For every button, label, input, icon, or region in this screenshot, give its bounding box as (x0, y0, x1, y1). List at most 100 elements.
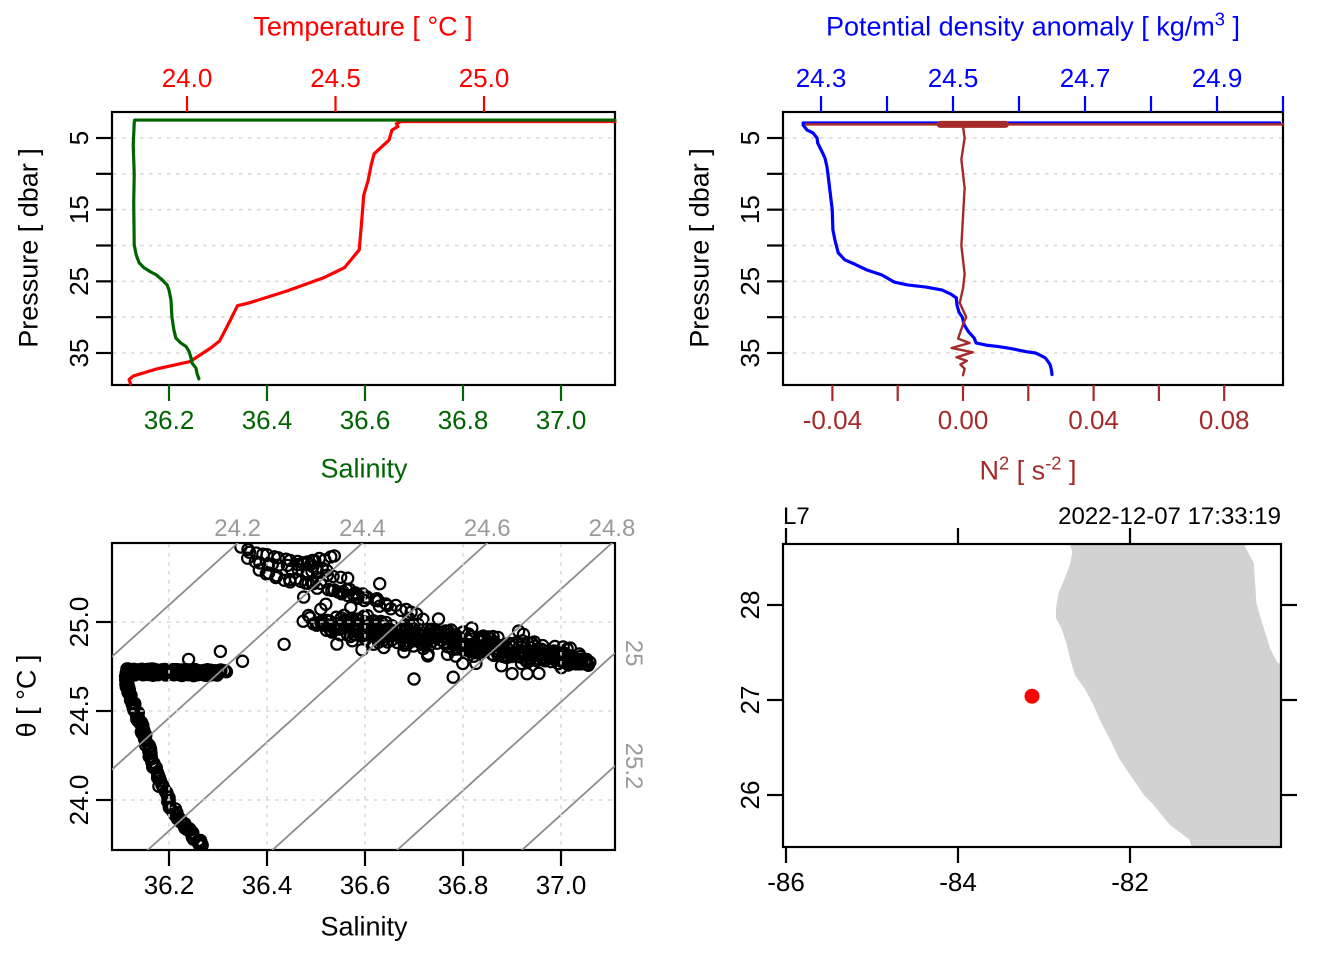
ts-point (385, 623, 399, 638)
ts-point (516, 627, 531, 642)
ts-point (336, 585, 350, 599)
ts-point (270, 569, 284, 583)
ts-point (327, 549, 341, 563)
bottom-tick-label: 37.0 (536, 870, 587, 900)
ts-point (407, 672, 421, 686)
ts-point (380, 598, 394, 613)
isopycnal-lines (112, 543, 615, 850)
ts-point (398, 618, 412, 632)
ts-point (446, 670, 460, 684)
pressure-axis-title-right-panel: Pressure [ dbar ] (684, 148, 715, 348)
left-tick-label: 15 (735, 195, 765, 224)
top-tick-label: 24.5 (310, 63, 361, 93)
isopycnal-25 (395, 652, 615, 850)
ts-point (235, 654, 250, 668)
ts-point (485, 636, 499, 650)
ts-point (344, 614, 358, 628)
pressure-axis-title-left-panel: Pressure [ dbar ] (13, 148, 44, 348)
map-timestamp-label: 2022-12-07 17:33:19 (1058, 503, 1281, 530)
bottom-tick-label: 37.0 (536, 405, 587, 435)
bottom-tick-label: 36.8 (438, 405, 489, 435)
map-station-label: L7 (783, 503, 810, 530)
ts-point (309, 561, 323, 576)
left-tick-label: 5 (64, 131, 94, 145)
ts-point (299, 576, 313, 590)
left-tick-label: 5 (735, 131, 765, 145)
left-tick-label: 35 (64, 339, 94, 368)
ts-point (532, 666, 546, 681)
bottom-tick-label: 36.4 (242, 870, 293, 900)
ts-point (444, 623, 458, 637)
series-salinity (131, 118, 617, 381)
latitude-tick-label: 28 (735, 591, 765, 620)
map-area (1024, 544, 1281, 847)
ts-point (213, 644, 228, 659)
ts-point (579, 652, 594, 667)
bottom-tick-label: 36.2 (144, 405, 195, 435)
top-tick-label: 25.0 (459, 63, 510, 93)
ts-point (195, 838, 209, 850)
ts-point (326, 569, 340, 584)
latitude-tick-label: 26 (735, 781, 765, 810)
ts-point (373, 577, 387, 591)
ts-point (421, 647, 435, 661)
ts-point (449, 649, 463, 663)
ts-point (181, 652, 196, 667)
bottom-tick-label: 0.00 (938, 405, 989, 435)
bottom-tick-label: 0.08 (1199, 405, 1250, 435)
ts-point (344, 600, 358, 615)
isopycnal-24.6 (146, 543, 489, 850)
isopycnal-top-label: 24.4 (339, 515, 386, 542)
ts-point (277, 637, 291, 652)
panel-station-map: -86 -84 -82 26 27 28 (735, 528, 1297, 897)
left-tick-label: 25.0 (64, 597, 94, 648)
ts-point (465, 621, 479, 635)
ts-point (505, 649, 519, 664)
panel-ts-diagram: 24.2 24.4 24.6 24.8 25 25.2 36.2 36.4 36.6 36.8 37… (64, 515, 647, 900)
ts-point (341, 571, 355, 585)
plot-box (781, 110, 1285, 387)
ts-point (357, 609, 371, 623)
ts-point (385, 619, 399, 633)
ts-point (494, 659, 509, 673)
isopycnal-24.8 (271, 543, 614, 850)
ts-point (579, 657, 594, 672)
ts-scatter (118, 543, 597, 850)
ts-point (297, 590, 311, 604)
bottom-tick-label: 36.6 (340, 405, 391, 435)
n2-axis-title: N2 [ s-2 ] (979, 452, 1077, 486)
station-marker (1024, 688, 1040, 704)
ts-point (333, 628, 347, 642)
left-tick-label: 24.0 (64, 775, 94, 826)
bottom-tick-label: 0.04 (1068, 405, 1119, 435)
top-tick-label: 24.5 (928, 63, 979, 93)
ts-point (397, 638, 412, 652)
bottom-tick-label: 36.8 (438, 870, 489, 900)
ts-point (467, 649, 481, 663)
left-tick-label: 25 (735, 267, 765, 296)
ts-point (411, 617, 425, 632)
longitude-tick-label: -82 (1111, 867, 1149, 897)
ts-point (440, 647, 455, 662)
ts-point (331, 620, 345, 634)
left-tick-label: 24.5 (64, 686, 94, 737)
ts-point (397, 645, 411, 659)
isopycnal-top-label: 24.8 (589, 515, 636, 542)
ts-point (253, 556, 267, 570)
ts-point (240, 551, 255, 565)
isopycnal-24.2 (112, 543, 239, 658)
latitude-tick-label: 27 (735, 686, 765, 715)
land-polygon (1056, 544, 1281, 847)
isopycnal-top-label: 24.6 (464, 515, 511, 542)
ts-point (320, 568, 334, 582)
isopycnal-top-label: 24.2 (214, 515, 261, 542)
ts-point (505, 637, 519, 651)
theta-axis-title: θ [ °C ] (11, 654, 42, 738)
isopycnal-right-label: 25.2 (620, 743, 647, 790)
ts-point (505, 666, 519, 681)
ts-point (452, 631, 467, 645)
bottom-tick-label: 36.2 (144, 870, 195, 900)
longitude-tick-label: -86 (767, 867, 805, 897)
temperature-axis-title: Temperature [ °C ] (253, 11, 473, 42)
